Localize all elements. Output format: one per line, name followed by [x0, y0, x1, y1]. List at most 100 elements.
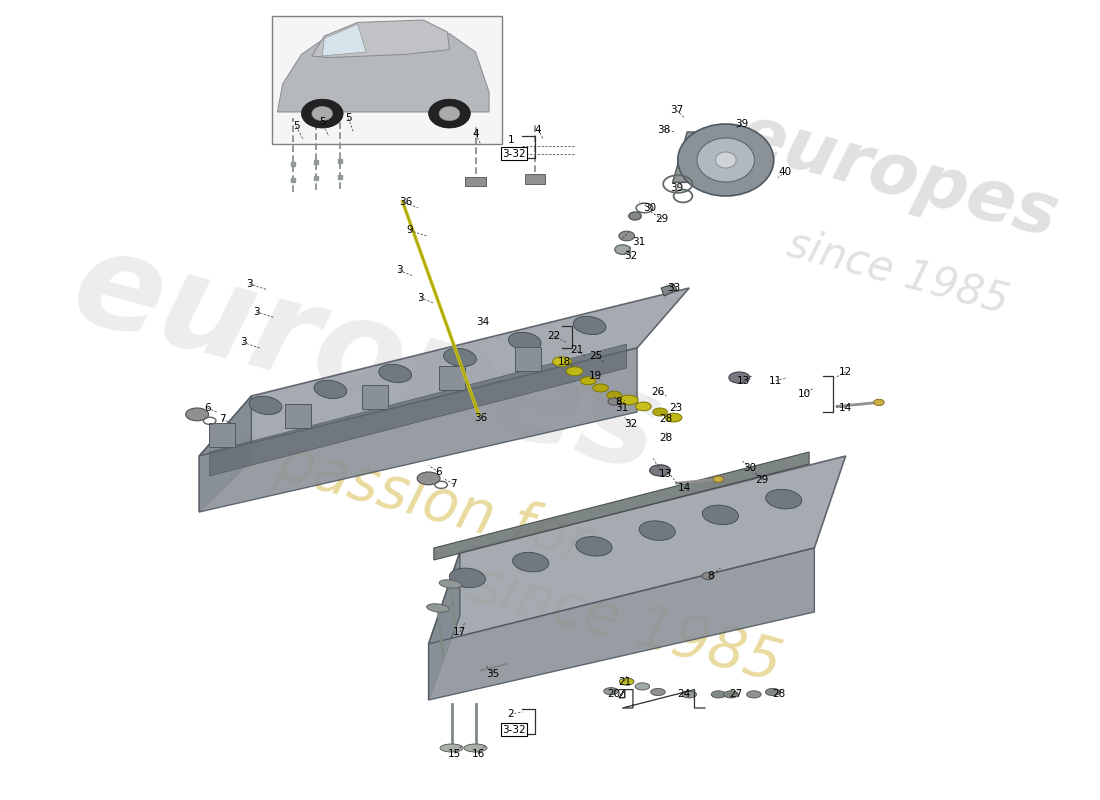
Text: 19: 19 — [588, 371, 602, 381]
Text: 9: 9 — [407, 226, 414, 235]
Text: 28: 28 — [772, 690, 785, 699]
Text: 34: 34 — [476, 317, 490, 326]
Ellipse shape — [513, 552, 549, 572]
Text: 10: 10 — [798, 389, 811, 398]
Text: 6: 6 — [205, 403, 211, 413]
Ellipse shape — [635, 683, 650, 690]
Ellipse shape — [311, 106, 332, 121]
Polygon shape — [199, 288, 690, 456]
Ellipse shape — [604, 687, 618, 694]
Ellipse shape — [573, 316, 606, 334]
Ellipse shape — [417, 472, 440, 485]
Text: 38: 38 — [658, 125, 671, 134]
Text: 21: 21 — [618, 677, 631, 686]
Bar — [525, 174, 546, 184]
Text: 3-32: 3-32 — [503, 149, 526, 158]
Text: 40: 40 — [779, 167, 792, 177]
Ellipse shape — [651, 688, 666, 695]
Text: 3: 3 — [246, 279, 253, 289]
Text: 8: 8 — [707, 571, 714, 581]
Text: 39: 39 — [735, 119, 748, 129]
Ellipse shape — [464, 744, 487, 752]
Text: a passion for: a passion for — [219, 420, 596, 572]
Ellipse shape — [678, 124, 773, 196]
Text: 28: 28 — [660, 434, 673, 443]
Ellipse shape — [378, 364, 411, 382]
Ellipse shape — [636, 402, 651, 411]
Ellipse shape — [593, 384, 608, 392]
Text: 29: 29 — [756, 475, 769, 485]
Ellipse shape — [715, 152, 736, 168]
Text: 36: 36 — [399, 197, 412, 206]
Text: 35: 35 — [486, 669, 499, 678]
Text: 5: 5 — [345, 114, 352, 123]
Text: 13: 13 — [659, 469, 672, 478]
Ellipse shape — [619, 231, 635, 241]
Text: 14: 14 — [678, 483, 691, 493]
Text: 6: 6 — [436, 467, 442, 477]
Ellipse shape — [552, 357, 571, 366]
Text: 28: 28 — [660, 414, 673, 424]
Ellipse shape — [250, 396, 282, 414]
Text: 3: 3 — [396, 266, 403, 275]
Ellipse shape — [314, 380, 346, 398]
Polygon shape — [199, 396, 252, 512]
Ellipse shape — [607, 391, 621, 399]
Polygon shape — [429, 548, 814, 700]
Ellipse shape — [429, 99, 471, 128]
Text: 26: 26 — [651, 387, 664, 397]
Text: 15: 15 — [448, 749, 461, 758]
Ellipse shape — [766, 490, 802, 509]
Text: 27: 27 — [729, 690, 743, 699]
Polygon shape — [429, 456, 846, 644]
Ellipse shape — [629, 212, 641, 220]
Text: 12: 12 — [839, 367, 853, 377]
Text: 32: 32 — [624, 251, 638, 261]
Text: 39: 39 — [670, 183, 683, 193]
Ellipse shape — [449, 568, 485, 588]
Text: 20: 20 — [607, 690, 620, 699]
Ellipse shape — [639, 521, 675, 540]
Ellipse shape — [619, 395, 638, 405]
Text: 24: 24 — [678, 690, 691, 699]
Text: 33: 33 — [667, 283, 680, 293]
Text: 31: 31 — [632, 237, 646, 246]
Text: 7: 7 — [450, 479, 456, 489]
Text: since 1985: since 1985 — [782, 222, 1013, 322]
Ellipse shape — [650, 465, 671, 476]
Text: 7: 7 — [219, 414, 225, 424]
Text: 25: 25 — [588, 351, 602, 361]
Text: 18: 18 — [558, 357, 571, 366]
Text: 5: 5 — [319, 117, 326, 126]
Text: 30: 30 — [744, 463, 757, 473]
Ellipse shape — [508, 332, 541, 350]
Bar — [439, 366, 464, 390]
Ellipse shape — [724, 690, 738, 698]
Ellipse shape — [747, 690, 761, 698]
Ellipse shape — [666, 414, 682, 422]
Text: 36: 36 — [474, 413, 487, 422]
Ellipse shape — [697, 138, 755, 182]
Text: 32: 32 — [624, 419, 638, 429]
Text: 23: 23 — [669, 403, 682, 413]
Ellipse shape — [443, 348, 476, 366]
Ellipse shape — [873, 399, 884, 406]
Text: europes: europes — [729, 100, 1066, 252]
Text: 13: 13 — [737, 376, 750, 386]
Polygon shape — [672, 132, 732, 182]
Ellipse shape — [766, 688, 780, 695]
Text: 1: 1 — [507, 135, 514, 145]
Polygon shape — [199, 348, 637, 512]
Text: 37: 37 — [670, 106, 683, 115]
Polygon shape — [429, 552, 460, 700]
Polygon shape — [433, 452, 810, 560]
Polygon shape — [311, 20, 450, 58]
Text: europes: europes — [59, 221, 673, 499]
Text: 11: 11 — [769, 376, 782, 386]
Bar — [515, 347, 541, 371]
Text: 3: 3 — [417, 293, 424, 302]
Text: 17: 17 — [453, 627, 466, 637]
Ellipse shape — [703, 505, 738, 525]
Ellipse shape — [702, 573, 714, 579]
Text: 3: 3 — [253, 307, 260, 317]
